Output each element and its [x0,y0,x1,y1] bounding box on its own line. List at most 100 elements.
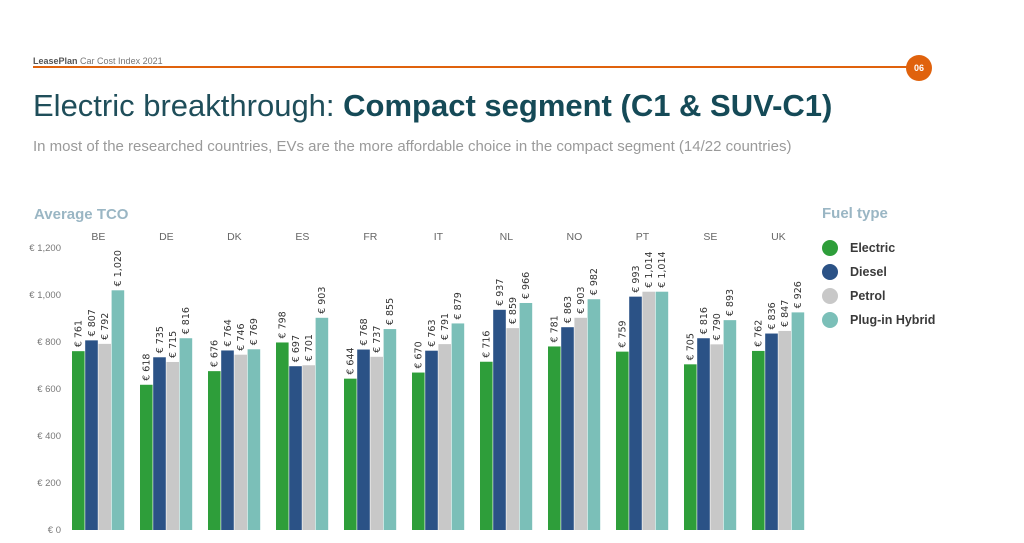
bar [412,372,425,530]
legend-swatch [822,240,838,256]
bar [276,342,289,530]
data-label: € 1,014 [644,251,655,287]
y-tick-label: € 1,200 [29,243,61,254]
data-label: € 761 [74,320,85,347]
data-label: € 926 [793,281,804,308]
chart-title: Average TCO [34,206,129,223]
legend-swatch [822,312,838,328]
bar [247,349,261,530]
category-label: SE [703,231,717,243]
title-regular: Electric breakthrough: [33,88,344,123]
category-label: UK [771,231,786,243]
category-label: DE [159,231,174,243]
bar [684,364,697,530]
legend-label: Electric [850,241,896,255]
legend-swatch [822,288,838,304]
category-label: NO [567,231,583,243]
data-label: € 879 [453,292,464,319]
bar [438,344,451,530]
bar [357,349,370,530]
bar [765,333,778,530]
bar [574,317,587,530]
bar [723,320,737,530]
data-label: € 618 [142,354,153,381]
data-label: € 982 [589,268,600,295]
legend-item: Diesel [822,260,1012,284]
data-label: € 697 [291,335,302,362]
bar [791,312,805,530]
category-label: IT [434,231,444,243]
bar [710,344,723,530]
data-label: € 859 [508,297,519,324]
data-label: € 676 [210,340,221,367]
legend-item: Plug-in Hybrid [822,308,1012,332]
data-label: € 746 [236,323,247,350]
data-label: € 735 [155,326,166,353]
data-label: € 807 [87,309,98,336]
data-label: € 966 [521,272,532,299]
bar [166,361,179,530]
data-label: € 701 [304,334,315,361]
bar [519,302,533,530]
category-label: NL [500,231,514,243]
data-label: € 716 [482,331,493,358]
bar [111,290,125,530]
bar [221,350,234,530]
data-label: € 863 [563,296,574,323]
data-label: € 792 [100,313,111,340]
header-rule [33,66,910,68]
legend-title: Fuel type [822,205,888,222]
page-title: Electric breakthrough: Compact segment (… [33,88,832,124]
data-label: € 893 [725,289,736,316]
report-name: Car Cost Index 2021 [80,56,163,66]
bar [587,299,601,530]
data-label: € 768 [359,318,370,345]
data-label: € 798 [278,311,289,338]
data-label: € 816 [181,307,192,334]
legend-label: Plug-in Hybrid [850,313,936,327]
bar [179,338,193,530]
bar [642,291,655,530]
bar [425,350,438,530]
data-label: € 836 [767,302,778,329]
data-label: € 769 [249,318,260,345]
bar [234,354,247,530]
category-label: FR [363,231,377,243]
data-label: € 644 [346,347,357,374]
y-tick-label: € 800 [37,337,61,348]
legend: Fuel type Electric Diesel Petrol Plug-in Hy… [822,205,1012,332]
data-label: € 763 [427,319,438,346]
category-label: DK [227,231,242,243]
bar [370,356,383,530]
bar [697,338,710,530]
data-label: € 1,014 [657,251,668,287]
data-label: € 816 [699,307,710,334]
data-label: € 903 [317,287,328,314]
data-label: € 993 [631,265,642,292]
data-label: € 715 [168,331,179,358]
bar [315,317,329,530]
bar [629,296,642,530]
bar [752,350,765,530]
y-tick-label: € 0 [48,525,61,536]
bar [506,328,519,530]
bar [98,343,111,530]
data-label: € 781 [550,315,561,342]
header-brand: LeasePlan Car Cost Index 2021 [33,56,163,66]
data-label: € 737 [372,326,383,353]
legend-items: Electric Diesel Petrol Plug-in Hybrid [822,236,1012,332]
category-label: BE [91,231,105,243]
legend-item: Electric [822,236,1012,260]
y-tick-label: € 200 [37,478,61,489]
legend-swatch [822,264,838,280]
bar [778,330,791,530]
data-label: € 762 [754,320,765,347]
brand-name: LeasePlan [33,56,78,66]
page-subtitle: In most of the researched countries, EVs… [33,138,792,155]
bar [451,323,465,530]
data-label: € 790 [712,313,723,340]
data-label: € 705 [686,333,697,360]
data-label: € 764 [223,319,234,346]
bar [561,327,574,530]
bar [72,351,85,530]
